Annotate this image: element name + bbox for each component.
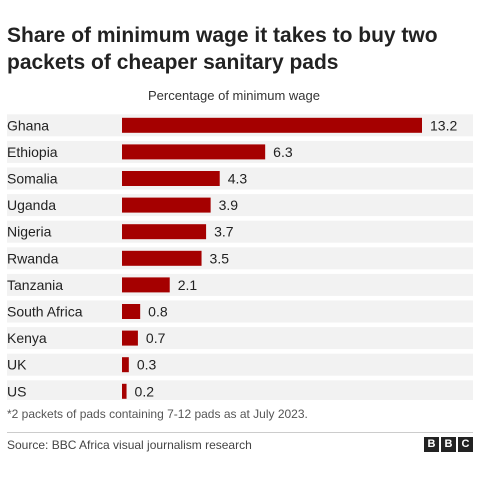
category-label: Uganda <box>7 197 56 213</box>
category-label: Tanzania <box>7 277 63 293</box>
category-label: Ethiopia <box>7 144 58 160</box>
axis-label: Percentage of minimum wage <box>148 88 320 103</box>
value-label: 13.2 <box>430 117 457 133</box>
category-label: Somalia <box>7 171 58 187</box>
row-band <box>7 273 473 296</box>
bbc-logo-letter: B <box>424 437 439 452</box>
category-label: UK <box>7 357 27 373</box>
row-band <box>7 194 473 217</box>
footnote: *2 packets of pads containing 7-12 pads … <box>7 407 308 421</box>
category-label: Nigeria <box>7 224 52 240</box>
row-band <box>7 327 473 350</box>
chart-title: Share of minimum wage it takes to buy tw… <box>7 24 438 74</box>
bar <box>122 357 129 373</box>
category-label: Kenya <box>7 330 47 346</box>
value-label: 0.8 <box>148 304 168 320</box>
bar <box>122 117 422 133</box>
bar <box>122 224 207 240</box>
row-band <box>7 353 473 376</box>
source-note: Source: BBC Africa visual journalism res… <box>7 438 252 452</box>
bar <box>122 383 127 399</box>
bar <box>122 277 170 293</box>
category-label: South Africa <box>7 304 83 320</box>
divider <box>7 432 473 433</box>
category-label: Rwanda <box>7 250 59 266</box>
value-label: 0.7 <box>146 330 166 346</box>
value-label: 3.7 <box>214 224 234 240</box>
value-label: 3.9 <box>219 197 239 213</box>
bar <box>122 250 202 266</box>
row-band <box>7 247 473 270</box>
bbc-logo: B B C <box>424 437 473 452</box>
value-label: 0.2 <box>135 383 155 399</box>
bar <box>122 197 211 213</box>
value-label: 2.1 <box>178 277 198 293</box>
bar <box>122 171 220 186</box>
bar <box>122 144 266 160</box>
value-label: 6.3 <box>273 144 293 160</box>
row-band <box>7 220 473 243</box>
bbc-logo-letter: C <box>458 437 473 452</box>
category-label: Ghana <box>7 117 49 133</box>
bar-chart: Percentage of minimum wage Ghana 13.2 Ethi… <box>7 88 473 400</box>
value-label: 4.3 <box>228 171 248 187</box>
bbc-logo-letter: B <box>441 437 456 452</box>
bar <box>122 304 141 319</box>
category-label: US <box>7 383 26 399</box>
bar <box>122 330 138 346</box>
value-label: 3.5 <box>210 250 230 266</box>
row-band <box>7 380 473 400</box>
value-label: 0.3 <box>137 357 157 373</box>
